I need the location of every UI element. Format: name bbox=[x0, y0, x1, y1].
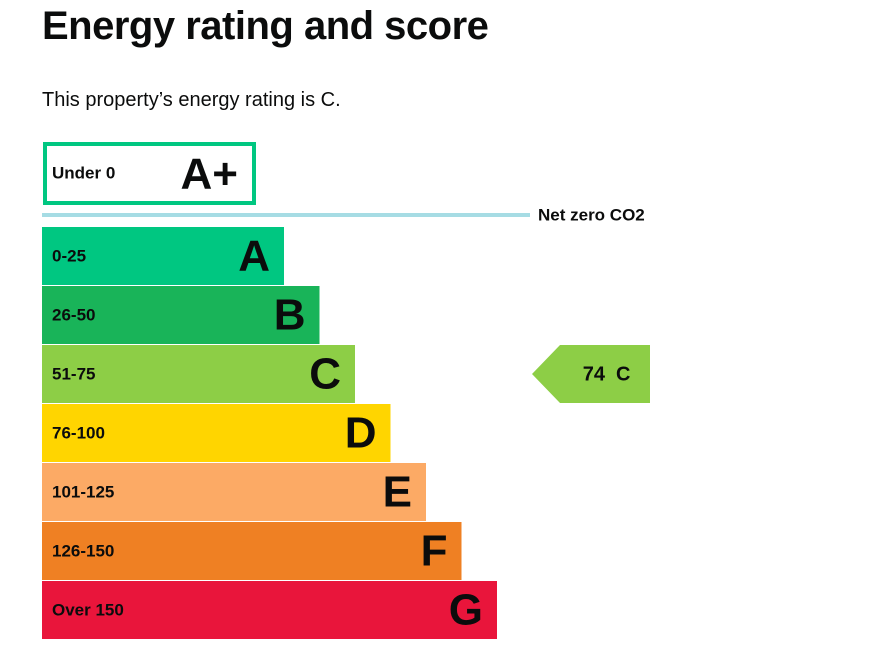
band-bar bbox=[42, 404, 391, 462]
band-bar bbox=[42, 522, 462, 580]
band-range: 51-75 bbox=[52, 364, 95, 383]
band-letter: E bbox=[383, 468, 412, 517]
band-range: 26-50 bbox=[52, 305, 95, 324]
top-band-letter: A+ bbox=[181, 150, 238, 199]
band-letter: C bbox=[309, 350, 341, 399]
band-range: 76-100 bbox=[52, 423, 105, 442]
band-range: 126-150 bbox=[52, 541, 114, 560]
current-rating-arrow bbox=[532, 345, 650, 403]
band-letter: F bbox=[421, 527, 448, 576]
band-letter: D bbox=[345, 409, 377, 458]
net-zero-label: Net zero CO2 bbox=[538, 205, 645, 224]
band-range: 101-125 bbox=[52, 482, 114, 501]
top-band-range: Under 0 bbox=[52, 163, 115, 182]
band-letter: A bbox=[238, 232, 270, 281]
band-bar bbox=[42, 581, 497, 639]
band-bar bbox=[42, 227, 284, 285]
top-band-box bbox=[43, 142, 256, 205]
page-title: Energy rating and score bbox=[42, 4, 489, 48]
band-bar bbox=[42, 345, 355, 403]
current-letter: C bbox=[616, 363, 630, 385]
band-range: 0-25 bbox=[52, 246, 86, 265]
band-range: Over 150 bbox=[52, 600, 124, 619]
rating-summary: This property’s energy rating is C. bbox=[42, 89, 341, 111]
band-letter: G bbox=[449, 586, 483, 635]
band-bar bbox=[42, 463, 426, 521]
band-letter: B bbox=[274, 291, 306, 340]
band-bar bbox=[42, 286, 320, 344]
current-score: 74 bbox=[583, 363, 606, 385]
